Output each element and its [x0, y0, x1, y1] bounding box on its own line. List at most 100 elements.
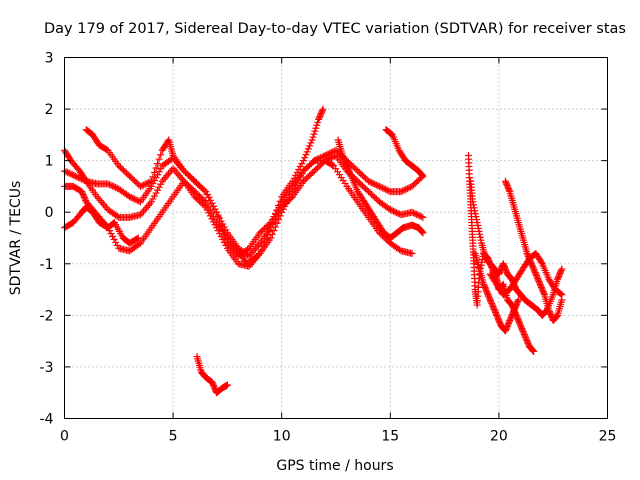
data-point [558, 265, 566, 273]
data-point [531, 267, 539, 275]
series-track-3 [61, 157, 416, 270]
data-point [502, 267, 510, 275]
data-point [191, 193, 199, 201]
data-point [517, 323, 525, 331]
data-point [552, 313, 560, 321]
data-point [310, 130, 318, 138]
data-point [211, 384, 219, 392]
data-point [137, 211, 145, 219]
data-point [316, 161, 324, 169]
series-track-4 [82, 105, 327, 260]
data-point [219, 220, 227, 228]
data-point [358, 171, 366, 179]
data-point [289, 177, 297, 185]
data-point [492, 310, 500, 318]
data-point [521, 332, 529, 340]
data-point [261, 224, 269, 232]
data-point [411, 210, 419, 218]
data-point [405, 184, 413, 192]
data-point [360, 183, 368, 191]
data-point [537, 258, 545, 266]
data-point [410, 181, 418, 189]
data-point [518, 326, 526, 334]
data-point [502, 179, 510, 187]
data-point [208, 378, 216, 386]
data-point [538, 285, 546, 293]
data-point [303, 174, 311, 182]
data-point [290, 174, 298, 182]
data-point [130, 177, 138, 185]
data-point [78, 189, 86, 197]
y-tick-label: -2 [40, 308, 54, 324]
data-point [340, 154, 348, 162]
data-point [157, 165, 165, 173]
data-point [482, 285, 490, 293]
data-point [372, 195, 380, 203]
data-point [195, 197, 203, 205]
data-point [396, 246, 404, 254]
data-point [132, 196, 140, 204]
data-point [366, 189, 374, 197]
data-point [323, 151, 331, 159]
data-point [327, 149, 335, 157]
data-point [414, 211, 422, 219]
data-point [490, 305, 498, 313]
data-point [78, 175, 86, 183]
data-point [110, 235, 118, 243]
data-point [522, 333, 530, 341]
y-tick-label: 0 [45, 205, 54, 221]
data-point [341, 157, 349, 165]
data-point [329, 161, 337, 169]
series-track-12 [501, 177, 566, 325]
data-point [163, 172, 171, 180]
data-point [259, 226, 267, 234]
data-point [220, 223, 228, 231]
data-point [340, 156, 348, 164]
data-point [209, 202, 217, 210]
data-point [126, 172, 134, 180]
data-point [208, 199, 216, 207]
data-point [536, 279, 544, 287]
data-point [403, 185, 411, 193]
data-point [209, 218, 217, 226]
data-point [303, 164, 311, 172]
data-point [495, 317, 503, 325]
data-point [177, 174, 185, 182]
data-point [81, 195, 89, 203]
data-point [65, 169, 73, 177]
data-point [316, 112, 324, 120]
data-point [503, 324, 511, 332]
data-point [485, 294, 493, 302]
data-point [417, 213, 425, 221]
data-point [418, 171, 426, 179]
data-point [355, 168, 363, 176]
y-tick-label: -4 [40, 412, 54, 428]
data-point [474, 221, 482, 229]
data-point [306, 161, 314, 169]
data-point [501, 177, 509, 185]
data-point [471, 207, 479, 215]
data-point [324, 150, 332, 158]
data-point [95, 195, 103, 203]
series-track-1 [61, 146, 427, 268]
data-point [315, 115, 323, 123]
y-tick-label: 2 [45, 102, 54, 118]
data-point [284, 197, 292, 205]
data-point [309, 133, 317, 141]
data-point [127, 174, 135, 182]
data-point [501, 264, 509, 272]
data-point [192, 179, 200, 187]
data-point [309, 168, 317, 176]
data-point [169, 164, 177, 172]
data-point [80, 192, 88, 200]
data-point [343, 162, 351, 170]
data-point [147, 177, 155, 185]
data-point [547, 311, 555, 319]
data-point [296, 163, 304, 171]
data-point [80, 193, 88, 201]
data-point [546, 309, 554, 317]
data-point [487, 298, 495, 306]
data-point [199, 185, 207, 193]
data-point [496, 267, 504, 275]
data-point [505, 319, 513, 327]
